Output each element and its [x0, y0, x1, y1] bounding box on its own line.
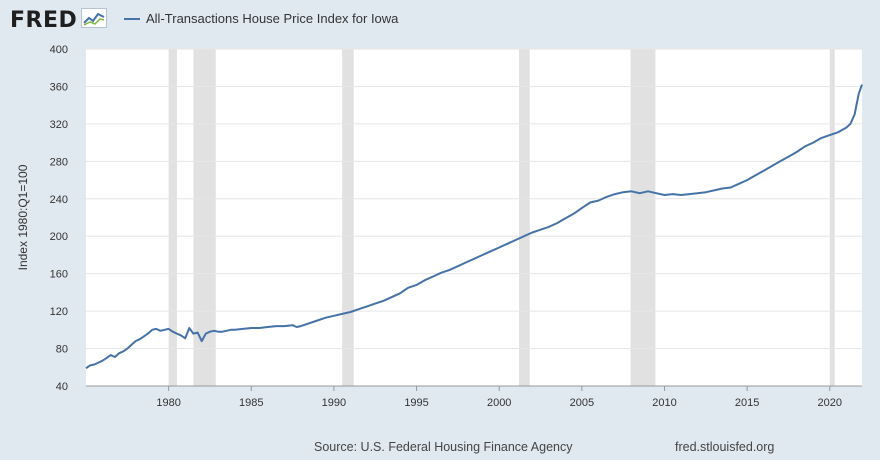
line-graph-icon [81, 7, 108, 33]
y-tick-label: 40 [56, 381, 68, 393]
chart-legend: All-Transactions House Price Index for I… [124, 11, 398, 26]
legend-swatch [124, 17, 140, 20]
x-tick-label: 1980 [156, 397, 180, 409]
recession-band [630, 49, 656, 386]
x-tick-label: 2000 [487, 397, 511, 409]
y-tick-label: 200 [50, 231, 68, 243]
y-tick-label: 120 [50, 306, 68, 318]
y-tick-label: 160 [50, 269, 68, 281]
fred-logo[interactable]: FRED [10, 6, 108, 34]
recession-band [829, 49, 835, 386]
x-tick-label: 2015 [735, 397, 759, 409]
y-axis-label: Index 1980:Q1=100 [16, 164, 30, 270]
x-tick-label: 1990 [322, 397, 346, 409]
x-tick-label: 1985 [239, 397, 263, 409]
x-tick-label: 2005 [570, 397, 594, 409]
x-tick-label: 2020 [818, 397, 842, 409]
source-note: Source: U.S. Federal Housing Finance Age… [314, 440, 573, 454]
recession-band [168, 49, 177, 386]
fred-logo-text: FRED [10, 7, 78, 33]
y-tick-label: 360 [50, 81, 68, 93]
y-tick-label: 80 [56, 344, 68, 356]
y-tick-label: 280 [50, 156, 68, 168]
y-tick-label: 400 [50, 44, 68, 56]
x-tick-label: 1995 [404, 397, 428, 409]
x-tick-label: 2010 [652, 397, 676, 409]
fred-link[interactable]: fred.stlouisfed.org [675, 440, 775, 454]
series-line [85, 84, 863, 370]
recession-band [193, 49, 216, 386]
legend-label: All-Transactions House Price Index for I… [146, 11, 399, 26]
y-tick-label: 240 [50, 194, 68, 206]
recession-band [519, 49, 530, 386]
recession-band [342, 49, 354, 386]
y-tick-label: 320 [50, 119, 68, 131]
